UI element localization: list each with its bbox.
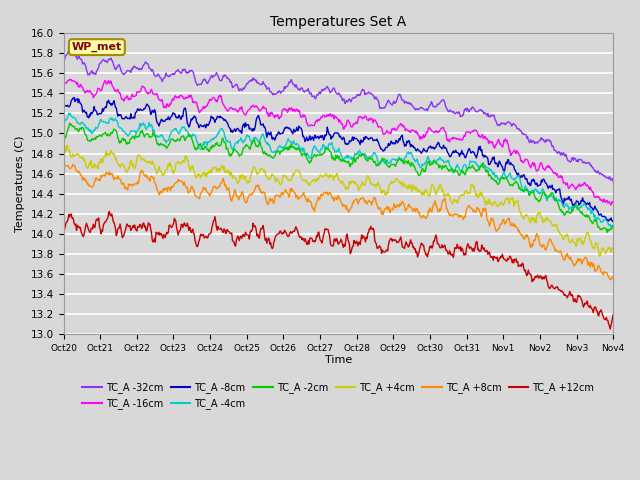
TC_A +4cm	[406, 185, 413, 191]
TC_A -32cm	[609, 179, 617, 184]
TC_A -32cm	[422, 107, 429, 113]
TC_A +8cm	[70, 163, 78, 168]
TC_A -2cm	[127, 136, 134, 142]
TC_A +4cm	[127, 157, 134, 163]
TC_A -16cm	[66, 76, 74, 82]
TC_A -16cm	[60, 80, 67, 86]
TC_A -16cm	[212, 98, 220, 104]
TC_A -4cm	[609, 224, 617, 230]
TC_A +12cm	[183, 223, 191, 228]
TC_A -2cm	[609, 223, 617, 228]
Line: TC_A +4cm: TC_A +4cm	[63, 145, 613, 256]
TC_A -16cm	[422, 131, 429, 137]
TC_A -32cm	[406, 100, 413, 106]
TC_A -4cm	[406, 149, 413, 155]
TC_A +12cm	[106, 208, 113, 214]
TC_A +12cm	[212, 218, 220, 224]
Line: TC_A -4cm: TC_A -4cm	[63, 113, 613, 227]
TC_A +8cm	[212, 183, 220, 189]
TC_A -32cm	[127, 70, 134, 75]
Title: Temperatures Set A: Temperatures Set A	[270, 15, 406, 29]
Line: TC_A -2cm: TC_A -2cm	[63, 123, 613, 232]
TC_A -16cm	[609, 200, 617, 206]
TC_A -8cm	[422, 148, 429, 154]
TC_A -8cm	[212, 117, 220, 122]
TC_A -2cm	[212, 141, 220, 146]
TC_A -32cm	[60, 57, 67, 63]
TC_A +4cm	[60, 149, 67, 155]
TC_A -4cm	[127, 128, 134, 134]
TC_A -2cm	[183, 134, 191, 140]
TC_A +12cm	[609, 312, 617, 317]
Text: WP_met: WP_met	[72, 42, 122, 52]
TC_A +12cm	[406, 240, 413, 246]
TC_A -8cm	[183, 115, 191, 120]
TC_A -2cm	[422, 166, 429, 171]
TC_A -4cm	[65, 110, 73, 116]
Line: TC_A -16cm: TC_A -16cm	[63, 79, 613, 205]
TC_A +8cm	[607, 277, 615, 283]
TC_A -4cm	[60, 118, 67, 123]
Legend: TC_A -32cm, TC_A -16cm, TC_A -8cm, TC_A -4cm, TC_A -2cm, TC_A +4cm, TC_A +8cm, T: TC_A -32cm, TC_A -16cm, TC_A -8cm, TC_A …	[79, 379, 598, 413]
X-axis label: Time: Time	[324, 355, 352, 364]
TC_A +8cm	[406, 204, 413, 210]
Y-axis label: Temperatures (C): Temperatures (C)	[15, 135, 25, 232]
TC_A +4cm	[212, 164, 220, 170]
Line: TC_A -8cm: TC_A -8cm	[63, 97, 613, 222]
TC_A -16cm	[607, 202, 615, 208]
TC_A -8cm	[127, 111, 134, 117]
TC_A +8cm	[60, 162, 67, 168]
TC_A +8cm	[69, 161, 77, 167]
TC_A -8cm	[60, 103, 67, 108]
Line: TC_A +12cm: TC_A +12cm	[63, 211, 613, 329]
TC_A +4cm	[596, 253, 604, 259]
TC_A -16cm	[183, 96, 191, 101]
TC_A -16cm	[127, 96, 134, 102]
TC_A -32cm	[183, 70, 191, 75]
TC_A +4cm	[60, 143, 68, 148]
TC_A -2cm	[604, 229, 611, 235]
TC_A -8cm	[70, 95, 78, 100]
TC_A +4cm	[422, 187, 429, 192]
TC_A +12cm	[422, 252, 429, 258]
TC_A +4cm	[70, 153, 78, 158]
TC_A -2cm	[66, 120, 74, 126]
TC_A +12cm	[70, 216, 77, 222]
TC_A -4cm	[183, 128, 191, 133]
TC_A -2cm	[60, 136, 67, 142]
TC_A -32cm	[64, 49, 72, 55]
TC_A -8cm	[609, 219, 617, 225]
TC_A +8cm	[609, 275, 617, 281]
Line: TC_A +8cm: TC_A +8cm	[63, 164, 613, 280]
TC_A -8cm	[406, 140, 413, 146]
Line: TC_A -32cm: TC_A -32cm	[63, 52, 613, 181]
TC_A -16cm	[406, 129, 413, 135]
TC_A -2cm	[406, 161, 413, 167]
TC_A +12cm	[606, 326, 614, 332]
TC_A -4cm	[212, 134, 220, 140]
TC_A +12cm	[127, 228, 134, 233]
TC_A +12cm	[60, 229, 67, 235]
TC_A -8cm	[70, 96, 77, 102]
TC_A +4cm	[183, 155, 191, 160]
TC_A -16cm	[70, 78, 78, 84]
TC_A -32cm	[70, 52, 78, 58]
TC_A -4cm	[70, 115, 78, 121]
TC_A +8cm	[183, 185, 191, 191]
TC_A -4cm	[422, 159, 429, 165]
TC_A +8cm	[127, 181, 134, 187]
TC_A +4cm	[609, 246, 617, 252]
TC_A +8cm	[422, 216, 429, 221]
TC_A -32cm	[212, 72, 220, 77]
TC_A -2cm	[70, 123, 78, 129]
